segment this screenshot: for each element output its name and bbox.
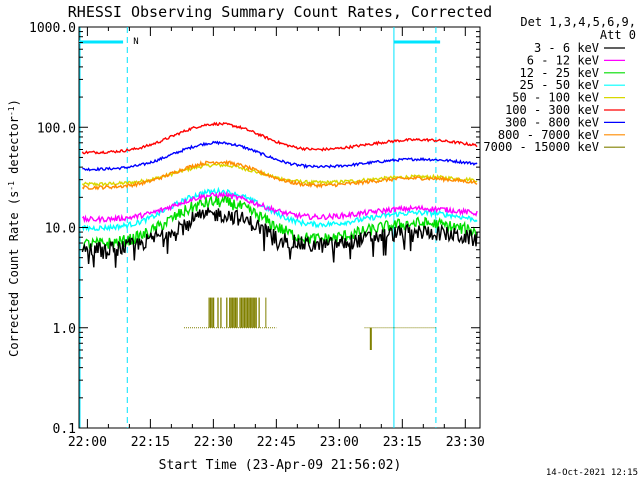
x-axis-label: Start Time (23-Apr-09 21:56:02) — [159, 458, 402, 473]
y-axis-ticks: 1000.0 100.0 10.0 1.0 0.1 — [29, 21, 480, 437]
y-tick-label: 1000.0 — [29, 21, 76, 36]
footer-timestamp: 14-Oct-2021 12:15 — [546, 468, 638, 478]
legend-label: 25 - 50 keV — [520, 78, 599, 92]
series-line-800-7000keV — [81, 159, 478, 191]
series-line-100-300keV — [81, 121, 478, 155]
night-label: N — [133, 37, 138, 47]
series-layer — [81, 121, 478, 350]
x-tick-label: 23:30 — [446, 435, 485, 450]
legend-label: 12 - 25 keV — [520, 66, 599, 80]
x-tick-label: 22:45 — [257, 435, 296, 450]
series-line-3-6keV — [81, 207, 478, 268]
legend-label: 50 - 100 keV — [512, 91, 599, 105]
legend-label: 800 - 7000 keV — [498, 128, 599, 142]
y-tick-label: 0.1 — [53, 422, 76, 437]
x-tick-label: 23:15 — [383, 435, 422, 450]
y-axis-label-exponent-2: -1 — [7, 106, 16, 116]
legend-label: 7000 - 15000 keV — [483, 140, 599, 154]
y-tick-label: 1.0 — [53, 322, 76, 337]
y-axis-label-end: ) — [7, 99, 21, 106]
y-tick-label: 10.0 — [45, 222, 76, 237]
y-axis-label-exponent-1: -1 — [7, 181, 16, 191]
x-tick-label: 22:00 — [68, 435, 107, 450]
legend-header-attenuator: Att 0 — [600, 28, 636, 42]
x-axis-ticks: 22:00 22:15 22:30 22:45 23:00 23:15 23:30 — [68, 27, 485, 450]
y-axis-label: Corrected Count Rate (s-1 detector-1) — [7, 99, 22, 357]
series-line-300-800keV — [82, 140, 478, 172]
series-line-25-50keV — [81, 186, 478, 233]
legend-label: 3 - 6 keV — [534, 41, 599, 55]
series-line-50-100keV — [81, 162, 478, 187]
x-tick-label: 22:30 — [194, 435, 233, 450]
y-axis-label-main: Corrected Count Rate (s — [7, 191, 21, 357]
chart-title: RHESSI Observing Summary Count Rates, Co… — [68, 3, 492, 21]
y-axis-label-middle: detector — [7, 116, 21, 181]
y-tick-label: 100.0 — [37, 121, 76, 136]
series-line-12-25keV — [82, 195, 478, 251]
series-line-6-12keV — [81, 190, 478, 225]
legend-label: 300 - 800 keV — [505, 115, 599, 129]
x-tick-label: 23:00 — [320, 435, 359, 450]
legend-label: 6 - 12 keV — [527, 53, 599, 67]
x-tick-label: 22:15 — [131, 435, 170, 450]
legend-label: 100 - 300 keV — [505, 103, 599, 117]
legend-header-detectors: Det 1,3,4,5,6,9, — [520, 15, 636, 29]
